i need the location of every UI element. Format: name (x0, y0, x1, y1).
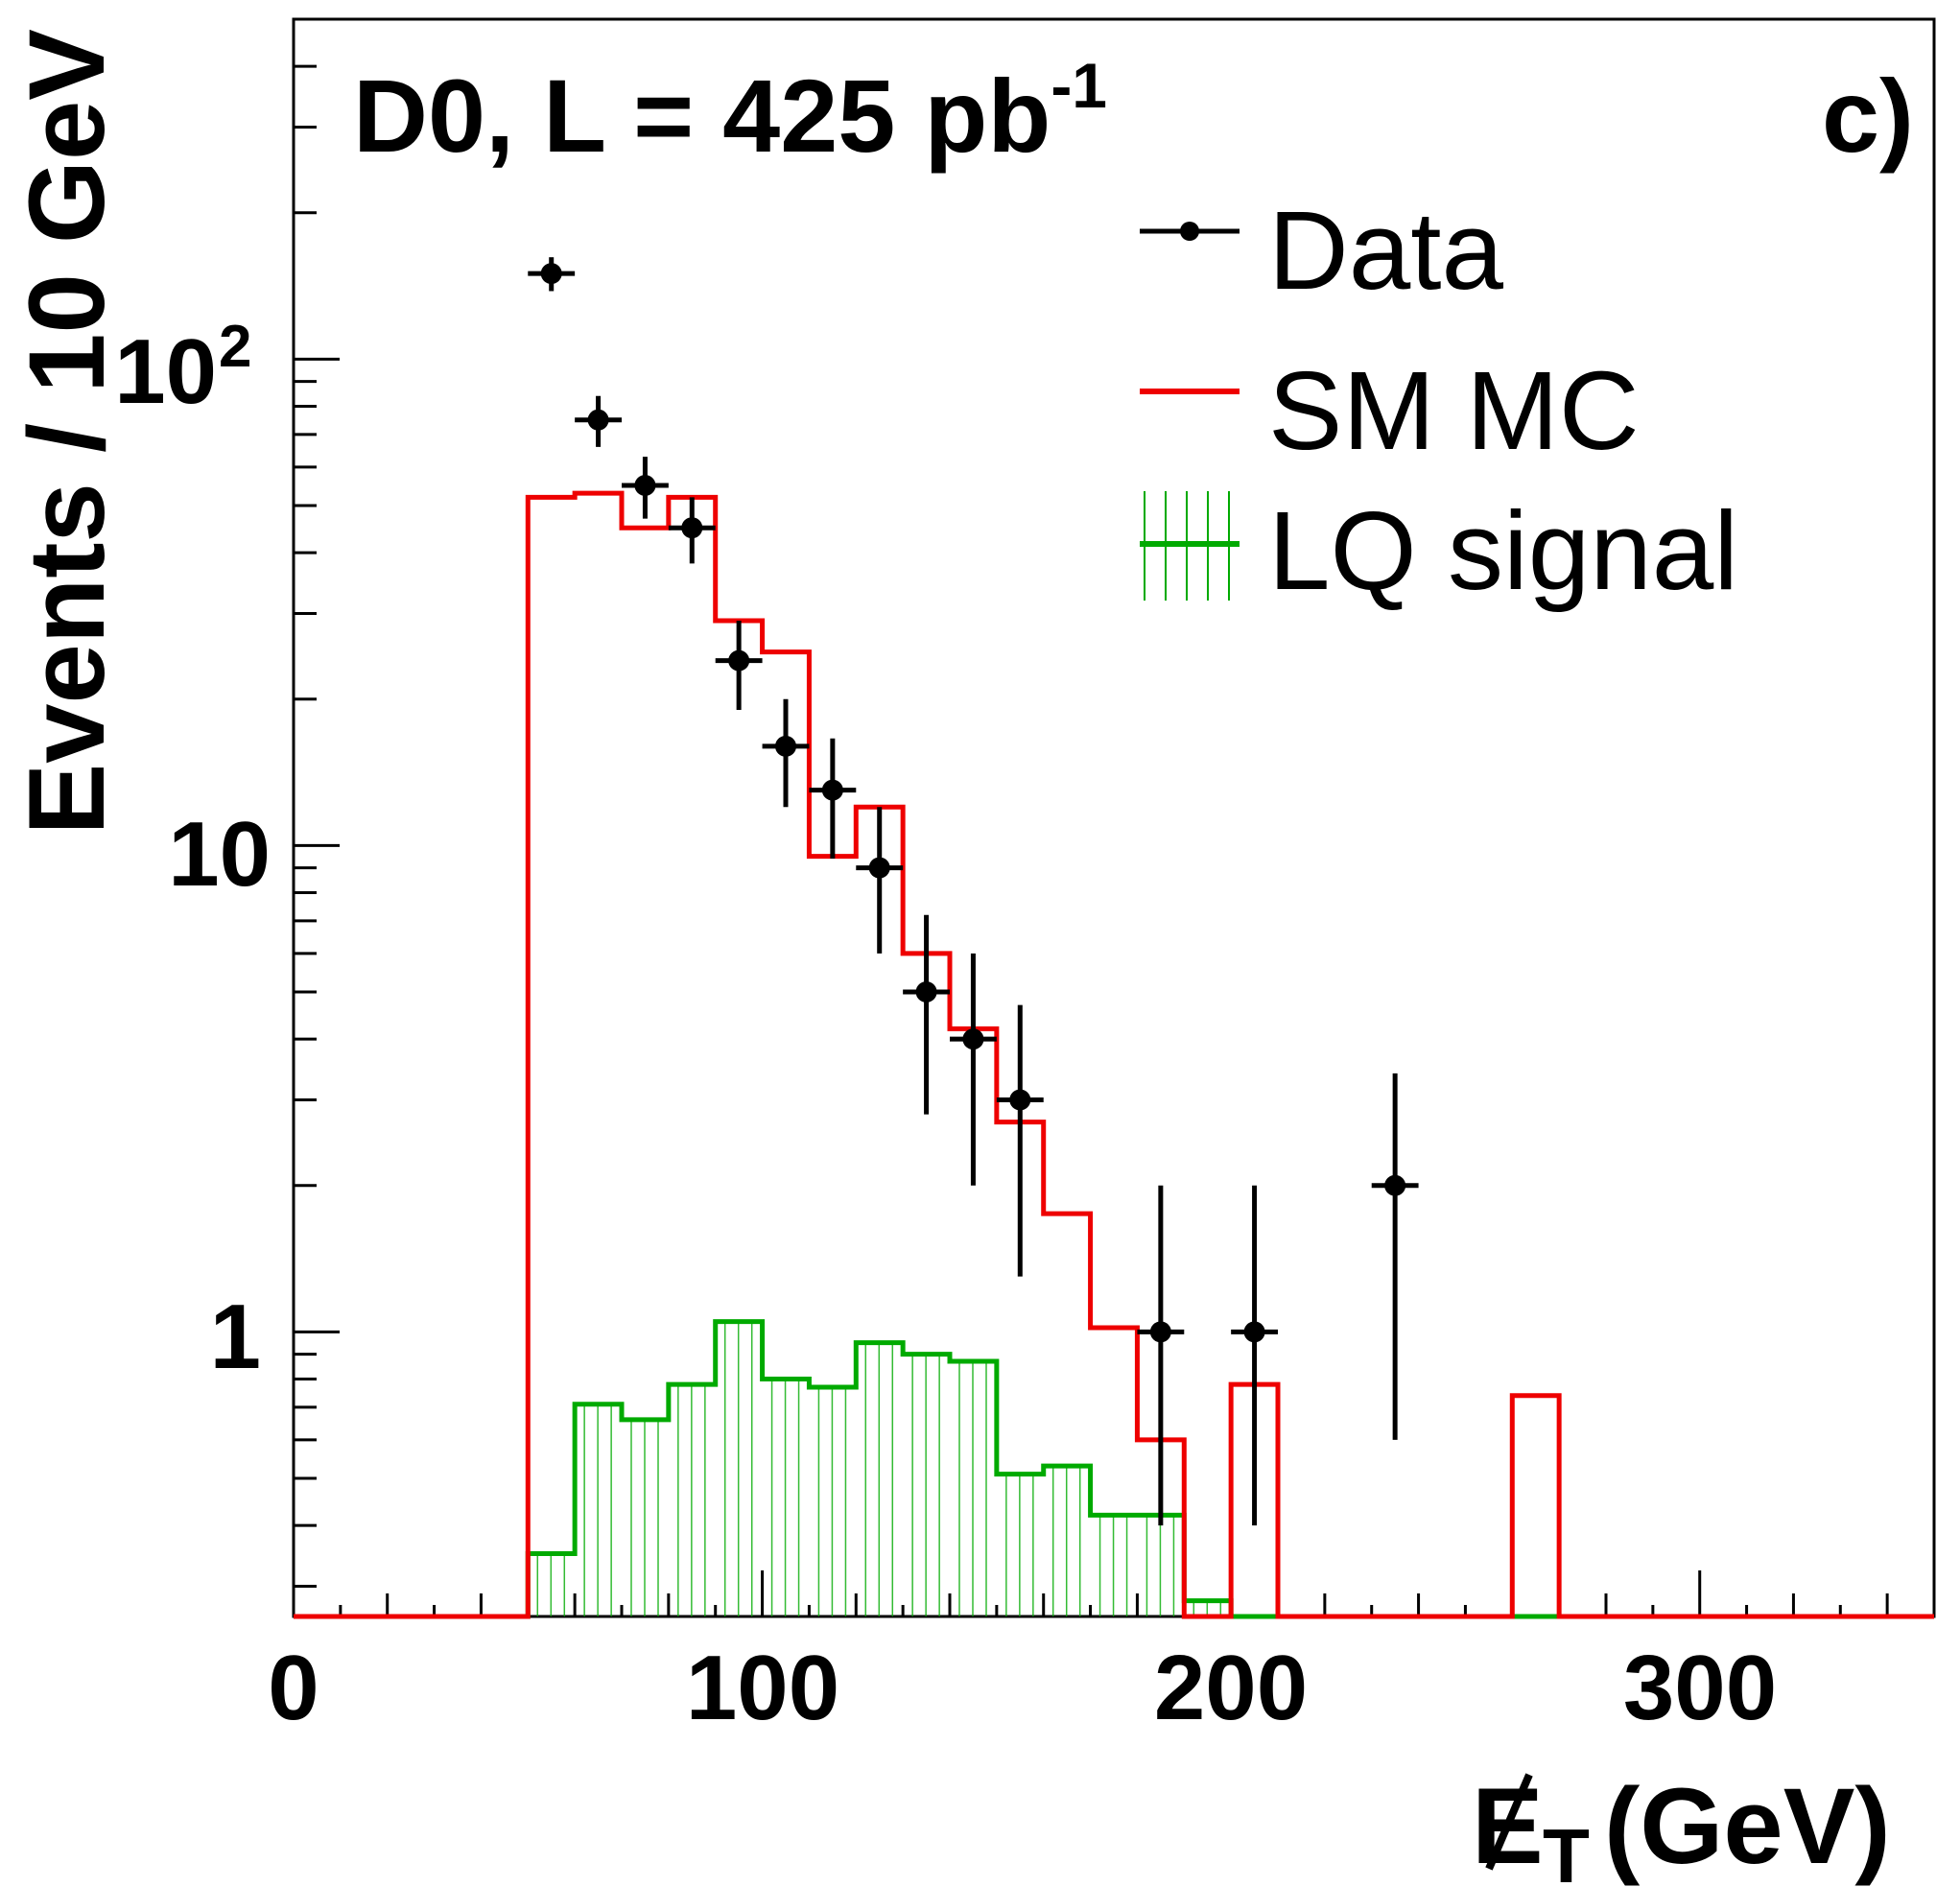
data-marker (962, 1028, 984, 1050)
data-point (1137, 1185, 1185, 1526)
y-tick-label-100: 10 (114, 320, 217, 423)
y-axis-ticks (294, 17, 340, 1588)
svg-text:SM MC: SM MC (1268, 348, 1640, 473)
annotation-luminosity: D0, L = 425 pb-1 (353, 50, 1107, 174)
data-marker (1384, 1174, 1406, 1196)
data-marker (821, 779, 843, 801)
data-marker (587, 409, 609, 431)
svg-text:(GeV): (GeV) (1604, 1766, 1891, 1886)
data-point (575, 395, 622, 447)
panel-label: c) (1822, 58, 1914, 174)
plot-frame (292, 17, 1936, 1618)
data-marker (1149, 1321, 1171, 1343)
svg-text:T: T (1543, 1813, 1590, 1887)
data-marker (868, 857, 890, 879)
data-points (528, 257, 1419, 1526)
data-marker (1009, 1089, 1031, 1111)
sm-mc-histogram (294, 490, 1934, 1619)
data-point (996, 1004, 1044, 1277)
svg-text:Data: Data (1268, 188, 1504, 313)
x-axis-title: E T (GeV) (1472, 1766, 1891, 1887)
lq-signal-hatch (536, 1321, 1222, 1616)
legend: Data SM MC LQ signal (1140, 188, 1738, 613)
data-point (950, 953, 997, 1186)
data-marker (1243, 1321, 1265, 1343)
data-point (762, 698, 810, 808)
svg-text:LQ signal: LQ signal (1268, 488, 1738, 613)
data-marker (915, 981, 937, 1003)
data-point (622, 457, 669, 519)
data-point (528, 257, 576, 292)
x-tick-label-300: 300 (1623, 1637, 1777, 1739)
data-point (1371, 1073, 1419, 1440)
y-axis-title: Events / 10 GeV (7, 29, 127, 835)
data-marker (540, 263, 562, 285)
data-point (668, 497, 716, 564)
data-point (903, 914, 950, 1115)
data-point (715, 620, 763, 711)
y-tick-label-100-exponent: 2 (219, 314, 251, 380)
data-point (1231, 1185, 1278, 1526)
data-marker (634, 475, 656, 497)
legend-entry-data: Data (1140, 188, 1504, 313)
data-marker (728, 649, 750, 672)
legend-entry-lq-signal: LQ signal (1140, 488, 1738, 613)
x-tick-label-100: 100 (686, 1637, 839, 1739)
x-tick-label-200: 200 (1154, 1637, 1308, 1739)
y-tick-label-10: 10 (168, 803, 271, 906)
data-marker (681, 517, 703, 539)
data-point (856, 807, 904, 954)
x-tick-label-0: 0 (268, 1637, 319, 1739)
y-tick-label-1: 1 (210, 1286, 261, 1388)
legend-entry-sm-mc: SM MC (1140, 348, 1640, 473)
data-point (809, 738, 857, 860)
data-marker (775, 735, 796, 757)
